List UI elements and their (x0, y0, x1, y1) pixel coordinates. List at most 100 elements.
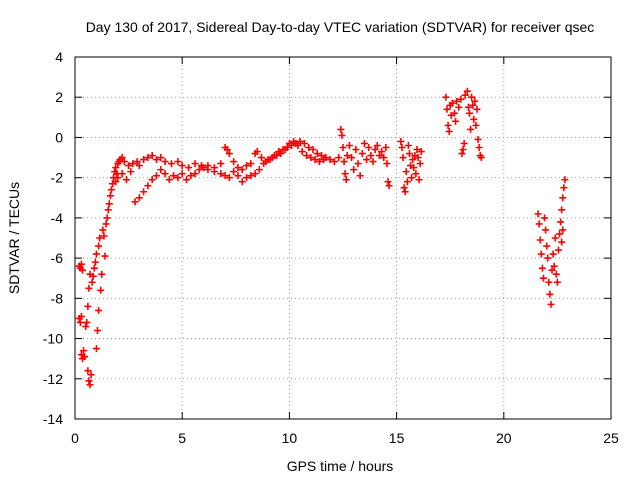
data-point (352, 146, 360, 154)
data-point (148, 152, 156, 160)
data-point (546, 290, 554, 298)
data-point (401, 188, 409, 196)
data-point (544, 254, 552, 262)
data-point (247, 160, 255, 168)
data-point (338, 131, 346, 139)
data-point (350, 166, 358, 174)
data-point (405, 150, 413, 158)
data-point (96, 234, 104, 242)
data-point (217, 170, 225, 178)
data-point (106, 192, 114, 200)
data-point (238, 166, 246, 174)
data-point (100, 232, 108, 240)
data-point (90, 264, 98, 272)
data-point (99, 226, 107, 234)
data-point (107, 186, 115, 194)
data-point (455, 103, 463, 111)
data-point (264, 156, 272, 164)
data-point (285, 139, 293, 147)
data-point (365, 144, 373, 151)
data-point (343, 152, 351, 160)
data-point (318, 152, 326, 160)
data-point (260, 160, 268, 168)
data-point (409, 156, 417, 164)
data-point (354, 160, 362, 168)
y-tick-label: -8 (51, 290, 64, 306)
data-point (300, 139, 308, 147)
data-point (268, 154, 276, 162)
data-point (118, 154, 126, 162)
data-point (251, 170, 259, 178)
data-point (104, 206, 112, 214)
data-point (542, 226, 550, 234)
data-point (95, 242, 103, 250)
data-point (459, 146, 467, 154)
data-point (157, 154, 165, 162)
data-point (309, 146, 317, 154)
data-point (556, 230, 564, 238)
data-point (348, 154, 356, 162)
data-point (125, 162, 133, 170)
data-point (378, 148, 386, 156)
data-point (114, 174, 122, 182)
data-point (112, 164, 120, 172)
data-point (475, 144, 483, 151)
data-point (294, 141, 302, 149)
data-point (548, 266, 556, 274)
data-point (204, 162, 212, 170)
data-point (414, 154, 422, 162)
data-point (277, 150, 285, 158)
data-point (543, 242, 551, 250)
data-point (535, 220, 543, 228)
data-point (473, 105, 481, 113)
data-point (167, 160, 175, 168)
data-point (303, 152, 311, 160)
plot-frame (74, 56, 612, 420)
data-point (537, 250, 545, 258)
data-point (174, 158, 182, 166)
y-tick-label: 2 (55, 89, 63, 105)
data-point (152, 172, 160, 180)
data-point (103, 214, 111, 222)
data-point (472, 121, 480, 129)
data-point (161, 158, 169, 166)
data-point (144, 154, 152, 162)
data-point (195, 166, 203, 174)
data-point (131, 198, 139, 206)
data-point (444, 121, 452, 129)
data-point (448, 99, 456, 107)
data-point (552, 270, 560, 278)
data-point (341, 170, 349, 178)
data-point (127, 168, 135, 176)
data-point (382, 144, 390, 151)
data-point (369, 158, 377, 166)
data-point (383, 160, 391, 168)
data-point (135, 194, 143, 202)
data-point (253, 148, 261, 156)
data-point (140, 188, 148, 196)
data-point (79, 266, 87, 274)
data-point (477, 154, 485, 162)
data-point (89, 272, 97, 280)
data-point (84, 367, 92, 375)
data-point (144, 182, 152, 190)
data-point (305, 144, 313, 151)
data-point (182, 176, 190, 184)
data-point (550, 262, 558, 270)
data-point (296, 137, 304, 145)
data-point (81, 353, 89, 361)
y-tick-label: -2 (51, 170, 64, 186)
data-point (558, 238, 566, 246)
data-point (120, 158, 128, 166)
data-point (339, 144, 347, 151)
data-point (230, 168, 238, 176)
data-point (557, 218, 565, 226)
data-point (385, 182, 393, 190)
y-tick-label: -4 (51, 210, 64, 226)
data-point (105, 200, 113, 208)
data-point (356, 172, 364, 180)
data-point (554, 246, 562, 254)
data-point (178, 162, 186, 170)
data-point (445, 127, 453, 135)
